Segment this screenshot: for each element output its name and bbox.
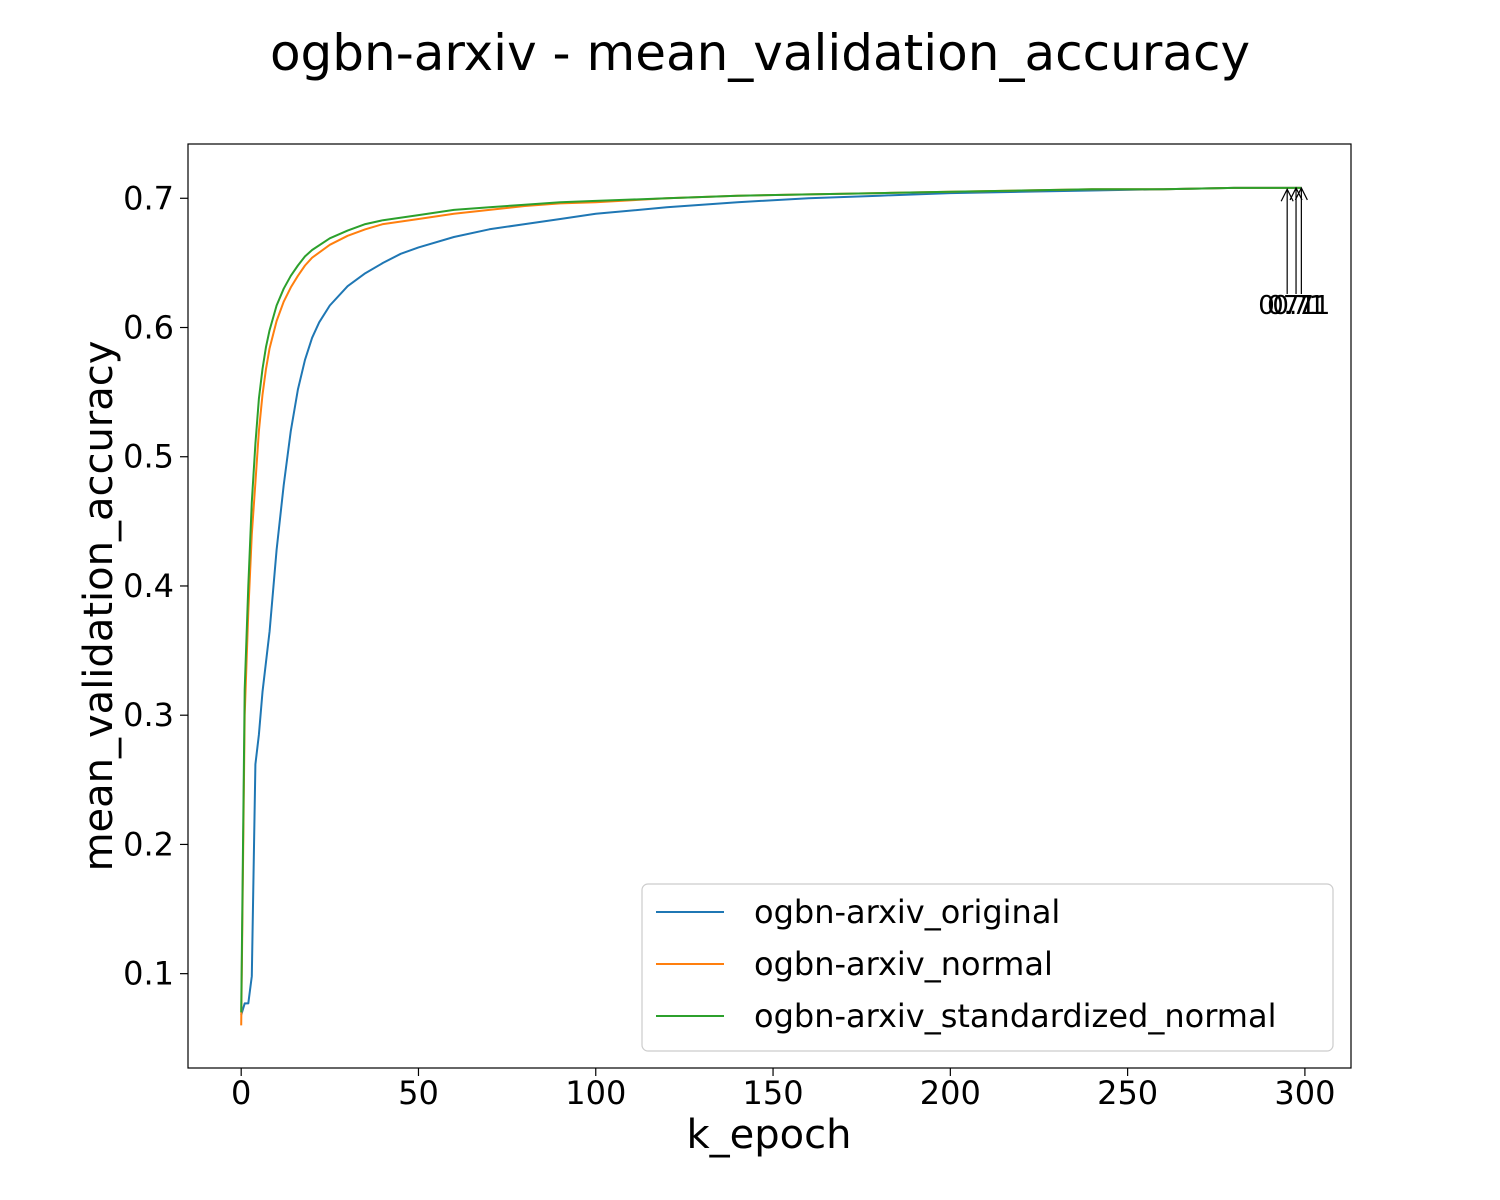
y-tick-label: 0.4 xyxy=(123,567,174,605)
x-tick-label: 250 xyxy=(1097,1074,1158,1112)
axes-frame xyxy=(187,143,1352,1069)
legend-entry-label: ogbn-arxiv_original xyxy=(754,893,1060,931)
x-tick-label: 100 xyxy=(565,1074,626,1112)
annotation-arrowhead xyxy=(1289,186,1303,201)
annotation-label: 0.71 xyxy=(1267,291,1325,321)
y-axis-label: mean_validation_accuracy xyxy=(76,341,122,872)
y-tick-label: 0.6 xyxy=(123,309,174,347)
legend-entry-label: ogbn-arxiv_standardized_normal xyxy=(754,997,1276,1035)
y-tick-label: 0.3 xyxy=(123,696,174,734)
annotation-label: 0.71 xyxy=(1258,291,1316,321)
series-line-ogbn-arxiv-standardized-normal xyxy=(240,186,1302,1013)
y-tick-label: 0.2 xyxy=(123,825,174,863)
x-tick-label: 200 xyxy=(920,1074,981,1112)
y-tick-label: 0.7 xyxy=(123,179,174,217)
x-axis-label: k_epoch xyxy=(687,1112,852,1158)
plot-area: 0 50 100 150 200 250 300 0.1 0.2 0.3 0.4 0.5 0.6 0.7 0… xyxy=(123,143,1352,1112)
chart-title: ogbn-arxiv - mean_validation_accuracy xyxy=(270,24,1250,82)
legend-entry-label: ogbn-arxiv_normal xyxy=(754,945,1053,983)
annotation-label: 0.71 xyxy=(1272,291,1330,321)
annotation-arrowhead xyxy=(1294,186,1308,201)
series-line-ogbn-arxiv-original xyxy=(240,186,1302,1016)
x-tick-label: 300 xyxy=(1274,1074,1335,1112)
legend: ogbn-arxiv_original ogbn-arxiv_normalogbn… xyxy=(641,883,1334,1052)
x-tick-label: 50 xyxy=(398,1074,439,1112)
x-tick-label: 0 xyxy=(231,1074,251,1112)
y-tick-label: 0.5 xyxy=(123,438,174,476)
y-tick-label: 0.1 xyxy=(123,955,174,993)
x-tick-label: 150 xyxy=(743,1074,804,1112)
legend-box xyxy=(641,883,1334,1052)
